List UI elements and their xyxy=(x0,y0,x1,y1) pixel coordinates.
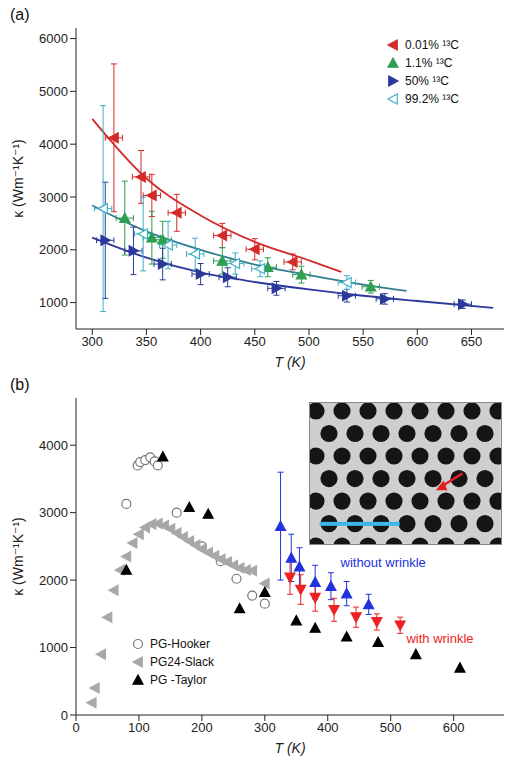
html-text:(b): (b) xyxy=(10,376,30,393)
svg-text:600: 600 xyxy=(443,720,465,735)
svg-text:4000: 4000 xyxy=(39,137,68,152)
svg-text:650: 650 xyxy=(461,334,483,349)
svg-text:500: 500 xyxy=(380,720,402,735)
svg-text:400: 400 xyxy=(317,720,339,735)
svg-text:200: 200 xyxy=(191,720,213,735)
svg-text:0: 0 xyxy=(61,708,68,723)
html-text:(a): (a) xyxy=(10,6,30,23)
svg-text:κ (Wm⁻¹K⁻¹): κ (Wm⁻¹K⁻¹) xyxy=(10,517,26,596)
svg-text:5000: 5000 xyxy=(39,84,68,99)
svg-text:600: 600 xyxy=(406,334,428,349)
html-text:99.2% ¹³C: 99.2% ¹³C xyxy=(405,92,459,106)
svg-text:T (K): T (K) xyxy=(274,354,305,370)
svg-text:300: 300 xyxy=(254,720,276,735)
html-text:PG -Taylor: PG -Taylor xyxy=(150,673,207,687)
svg-text:6000: 6000 xyxy=(39,31,68,46)
html-text:0.01% ¹³C: 0.01% ¹³C xyxy=(405,38,459,52)
svg-text:3000: 3000 xyxy=(39,505,68,520)
html-text:PG-Hooker: PG-Hooker xyxy=(150,637,210,651)
html-text:with wrinkle: with wrinkle xyxy=(406,630,474,646)
svg-text:κ (Wm⁻¹K⁻¹): κ (Wm⁻¹K⁻¹) xyxy=(10,139,26,218)
svg-text:100: 100 xyxy=(128,720,150,735)
svg-text:2000: 2000 xyxy=(39,573,68,588)
html-text:1.1% ¹³C: 1.1% ¹³C xyxy=(405,56,453,70)
svg-text:400: 400 xyxy=(190,334,212,349)
svg-text:300: 300 xyxy=(81,334,103,349)
svg-text:550: 550 xyxy=(352,334,374,349)
svg-text:450: 450 xyxy=(244,334,266,349)
svg-text:0: 0 xyxy=(72,720,79,735)
svg-text:3000: 3000 xyxy=(39,190,68,205)
svg-text:1000: 1000 xyxy=(39,640,68,655)
svg-text:2000: 2000 xyxy=(39,242,68,257)
svg-text:350: 350 xyxy=(136,334,158,349)
svg-text:T (K): T (K) xyxy=(274,740,305,756)
svg-text:4000: 4000 xyxy=(39,438,68,453)
html-text:PG24-Slack: PG24-Slack xyxy=(150,655,214,669)
svg-text:1000: 1000 xyxy=(39,295,68,310)
html-text:without wrinkle: without wrinkle xyxy=(340,555,426,571)
svg-text:500: 500 xyxy=(298,334,320,349)
html-text:50% ¹³C: 50% ¹³C xyxy=(405,74,449,88)
